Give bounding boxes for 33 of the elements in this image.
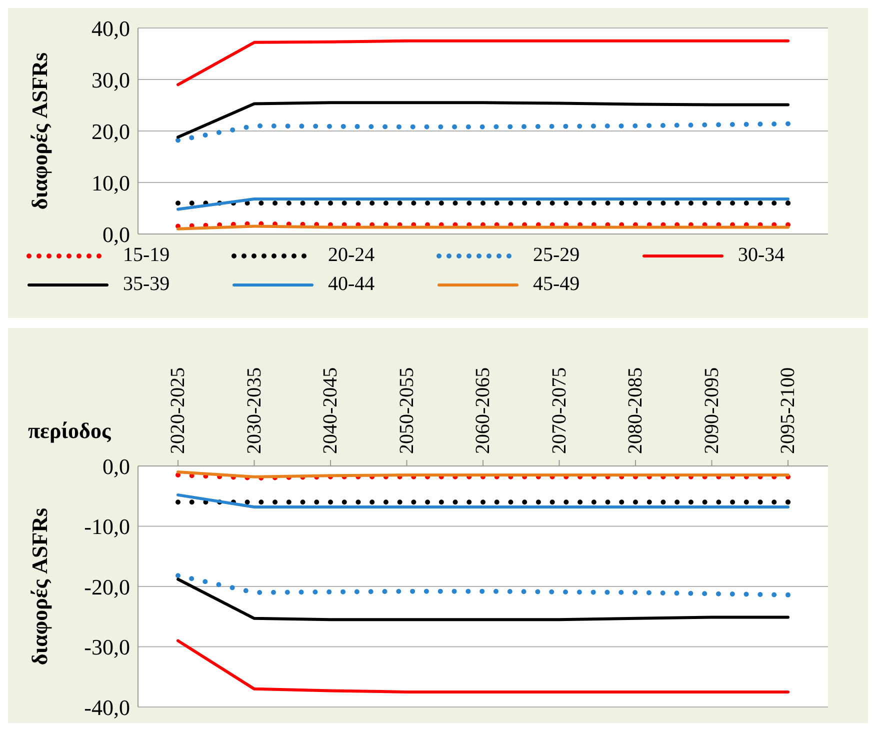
y-tick-label: -20,0 [84,574,130,600]
x-tick-label: 2030-2035 [243,367,266,454]
y-tick-label: 20,0 [92,118,130,144]
y-tick-label: -30,0 [84,634,130,660]
legend-label: 35-39 [123,273,170,296]
legend-label: 40-44 [328,273,375,296]
x-tick-label: 2040-2045 [320,367,342,454]
line-series [176,639,790,694]
legend-label: 45-49 [533,273,580,296]
legend-label: 25-29 [533,244,580,267]
y-tick-label: -10,0 [84,514,130,540]
y-tick-label: -40,0 [84,694,130,720]
x-axis-title: περίοδος [28,418,112,443]
line-series [176,101,790,139]
legend-label: 15-19 [123,244,170,267]
y-tick-label: 40,0 [92,16,130,41]
line-series [176,578,790,622]
y-axis-title: διαφορές ASFRs [26,52,52,210]
y-tick-label: 0,0 [102,454,130,479]
legend-label: 20-24 [328,244,375,267]
x-tick-label: 2060-2065 [472,367,494,454]
x-tick-label: 2020-2025 [167,367,189,454]
x-tick-label: 2080-2085 [624,367,646,454]
legend-label: 30-34 [738,244,785,267]
x-tick-label: 2095-2100 [777,367,799,454]
line-series [176,39,790,86]
y-axis-title: διαφορές ASFRs [26,507,52,666]
x-tick-label: 2070-2075 [548,367,570,454]
x-tick-label: 2090-2095 [700,367,723,454]
y-tick-label: 10,0 [92,170,130,196]
x-tick-label: 2050-2055 [396,367,418,454]
y-tick-label: 30,0 [92,67,130,92]
y-tick-label: 0,0 [102,222,130,247]
